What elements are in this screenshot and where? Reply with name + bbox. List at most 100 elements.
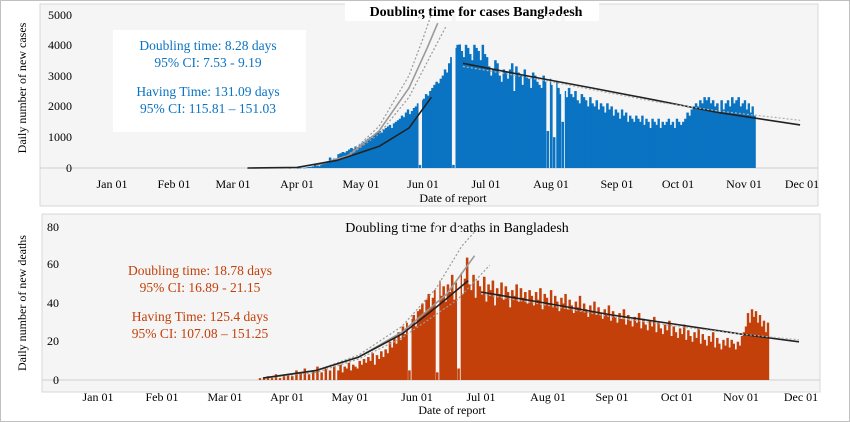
cases-bar (410, 111, 414, 168)
deaths-x-tick: May 01 (332, 390, 369, 404)
cases-bar (431, 87, 434, 168)
deaths-bar (570, 305, 573, 380)
cases-bar (735, 100, 738, 168)
deaths-bar (547, 303, 551, 380)
deaths-bar (707, 336, 711, 380)
cases-bar (684, 118, 687, 168)
deaths-halving-CI-line (480, 293, 800, 341)
deaths-bar (560, 297, 563, 380)
cases-bar (696, 106, 700, 168)
deaths-bar (446, 284, 450, 381)
deaths-bar (760, 326, 764, 380)
deaths-bar (639, 328, 643, 380)
cases-bar (542, 75, 545, 168)
deaths-bar (349, 370, 353, 380)
deaths-bar (295, 370, 298, 380)
deaths-bar (758, 314, 762, 380)
deaths-bar (442, 286, 445, 380)
cases-bar (711, 100, 715, 168)
cases-bar (639, 121, 642, 168)
cases-bar (525, 75, 529, 168)
cases-bar (606, 103, 609, 168)
deaths-bar (312, 370, 315, 380)
cases-bar (745, 109, 749, 168)
deaths-bar (416, 311, 420, 380)
deaths-bar (553, 295, 557, 380)
deaths-bar (343, 366, 346, 380)
deaths-bar (726, 337, 729, 380)
cases-bar (364, 140, 368, 168)
deaths-bar (644, 324, 647, 380)
cases-bar (309, 166, 313, 168)
cases-bar (589, 97, 592, 168)
cases-y-tick: 0 (66, 161, 72, 175)
deaths-bar (508, 307, 512, 380)
cases-low-day-bar (452, 164, 455, 168)
cases-x-tick: Nov 01 (726, 177, 762, 191)
deaths-y-tick: 40 (47, 296, 59, 310)
deaths-bar (642, 318, 645, 380)
deaths-bar (491, 280, 495, 380)
cases-bar (536, 81, 539, 168)
cases-x-tick: Mar 01 (216, 177, 251, 191)
deaths-bar (766, 322, 770, 381)
cases-bar (378, 131, 382, 168)
cases-bar (339, 153, 342, 168)
cases-bar (510, 63, 514, 168)
deaths-bar (674, 332, 678, 380)
deaths-bar (756, 322, 760, 381)
cases-bar (406, 109, 410, 168)
cases-bar (320, 163, 323, 168)
cases-bar (724, 103, 728, 168)
deaths-bar (536, 299, 540, 380)
cases-bar (330, 159, 334, 168)
cases-bar (372, 135, 376, 168)
cases-bar (519, 75, 522, 168)
deaths-bar (689, 336, 692, 380)
cases-bar (326, 161, 330, 168)
deaths-bar (541, 309, 544, 380)
cases-bar (567, 87, 571, 168)
deaths-bar (742, 332, 746, 380)
cases-annotation-box (113, 30, 306, 132)
deaths-bar (354, 366, 357, 380)
cases-bar (677, 121, 681, 168)
deaths-bar (444, 301, 448, 380)
cases-x-tick: Aug 01 (533, 177, 569, 191)
deaths-bar (412, 314, 416, 380)
deaths-bar (746, 313, 750, 380)
cases-fit-lines (247, 13, 801, 169)
cases-low-day-gap (552, 14, 557, 168)
deaths-bar (515, 284, 518, 381)
deaths-doubling-ci: 95% CI: 16.89 - 21.15 (140, 280, 261, 295)
deaths-bar (423, 313, 426, 380)
cases-bar (578, 103, 582, 168)
deaths-bar (595, 314, 598, 380)
deaths-x-tick: Oct 01 (661, 390, 693, 404)
deaths-bar (476, 280, 480, 380)
cases-bar (586, 106, 590, 168)
deaths-bar (478, 286, 482, 380)
cases-bar (601, 106, 605, 168)
cases-bar (550, 84, 554, 168)
cases-bar (483, 54, 487, 168)
deaths-bar (718, 343, 721, 380)
deaths-bar (678, 328, 682, 380)
cases-bar (631, 118, 634, 168)
deaths-bar (500, 282, 503, 380)
cases-bar (464, 44, 468, 168)
cases-bar (653, 121, 656, 168)
cases-bar (637, 118, 640, 168)
deaths-bar (393, 337, 396, 380)
deaths-bar (648, 320, 652, 380)
cases-bar (384, 127, 388, 168)
deaths-bar (303, 368, 307, 380)
cases-y-tick: 4000 (48, 38, 72, 52)
deaths-growth-fit-line (262, 279, 469, 379)
deaths-bar (558, 311, 561, 380)
deaths-bar (728, 347, 731, 380)
cases-bar (548, 78, 552, 168)
deaths-bar (587, 316, 590, 380)
cases-bar (408, 114, 412, 168)
deaths-bar (493, 305, 497, 380)
